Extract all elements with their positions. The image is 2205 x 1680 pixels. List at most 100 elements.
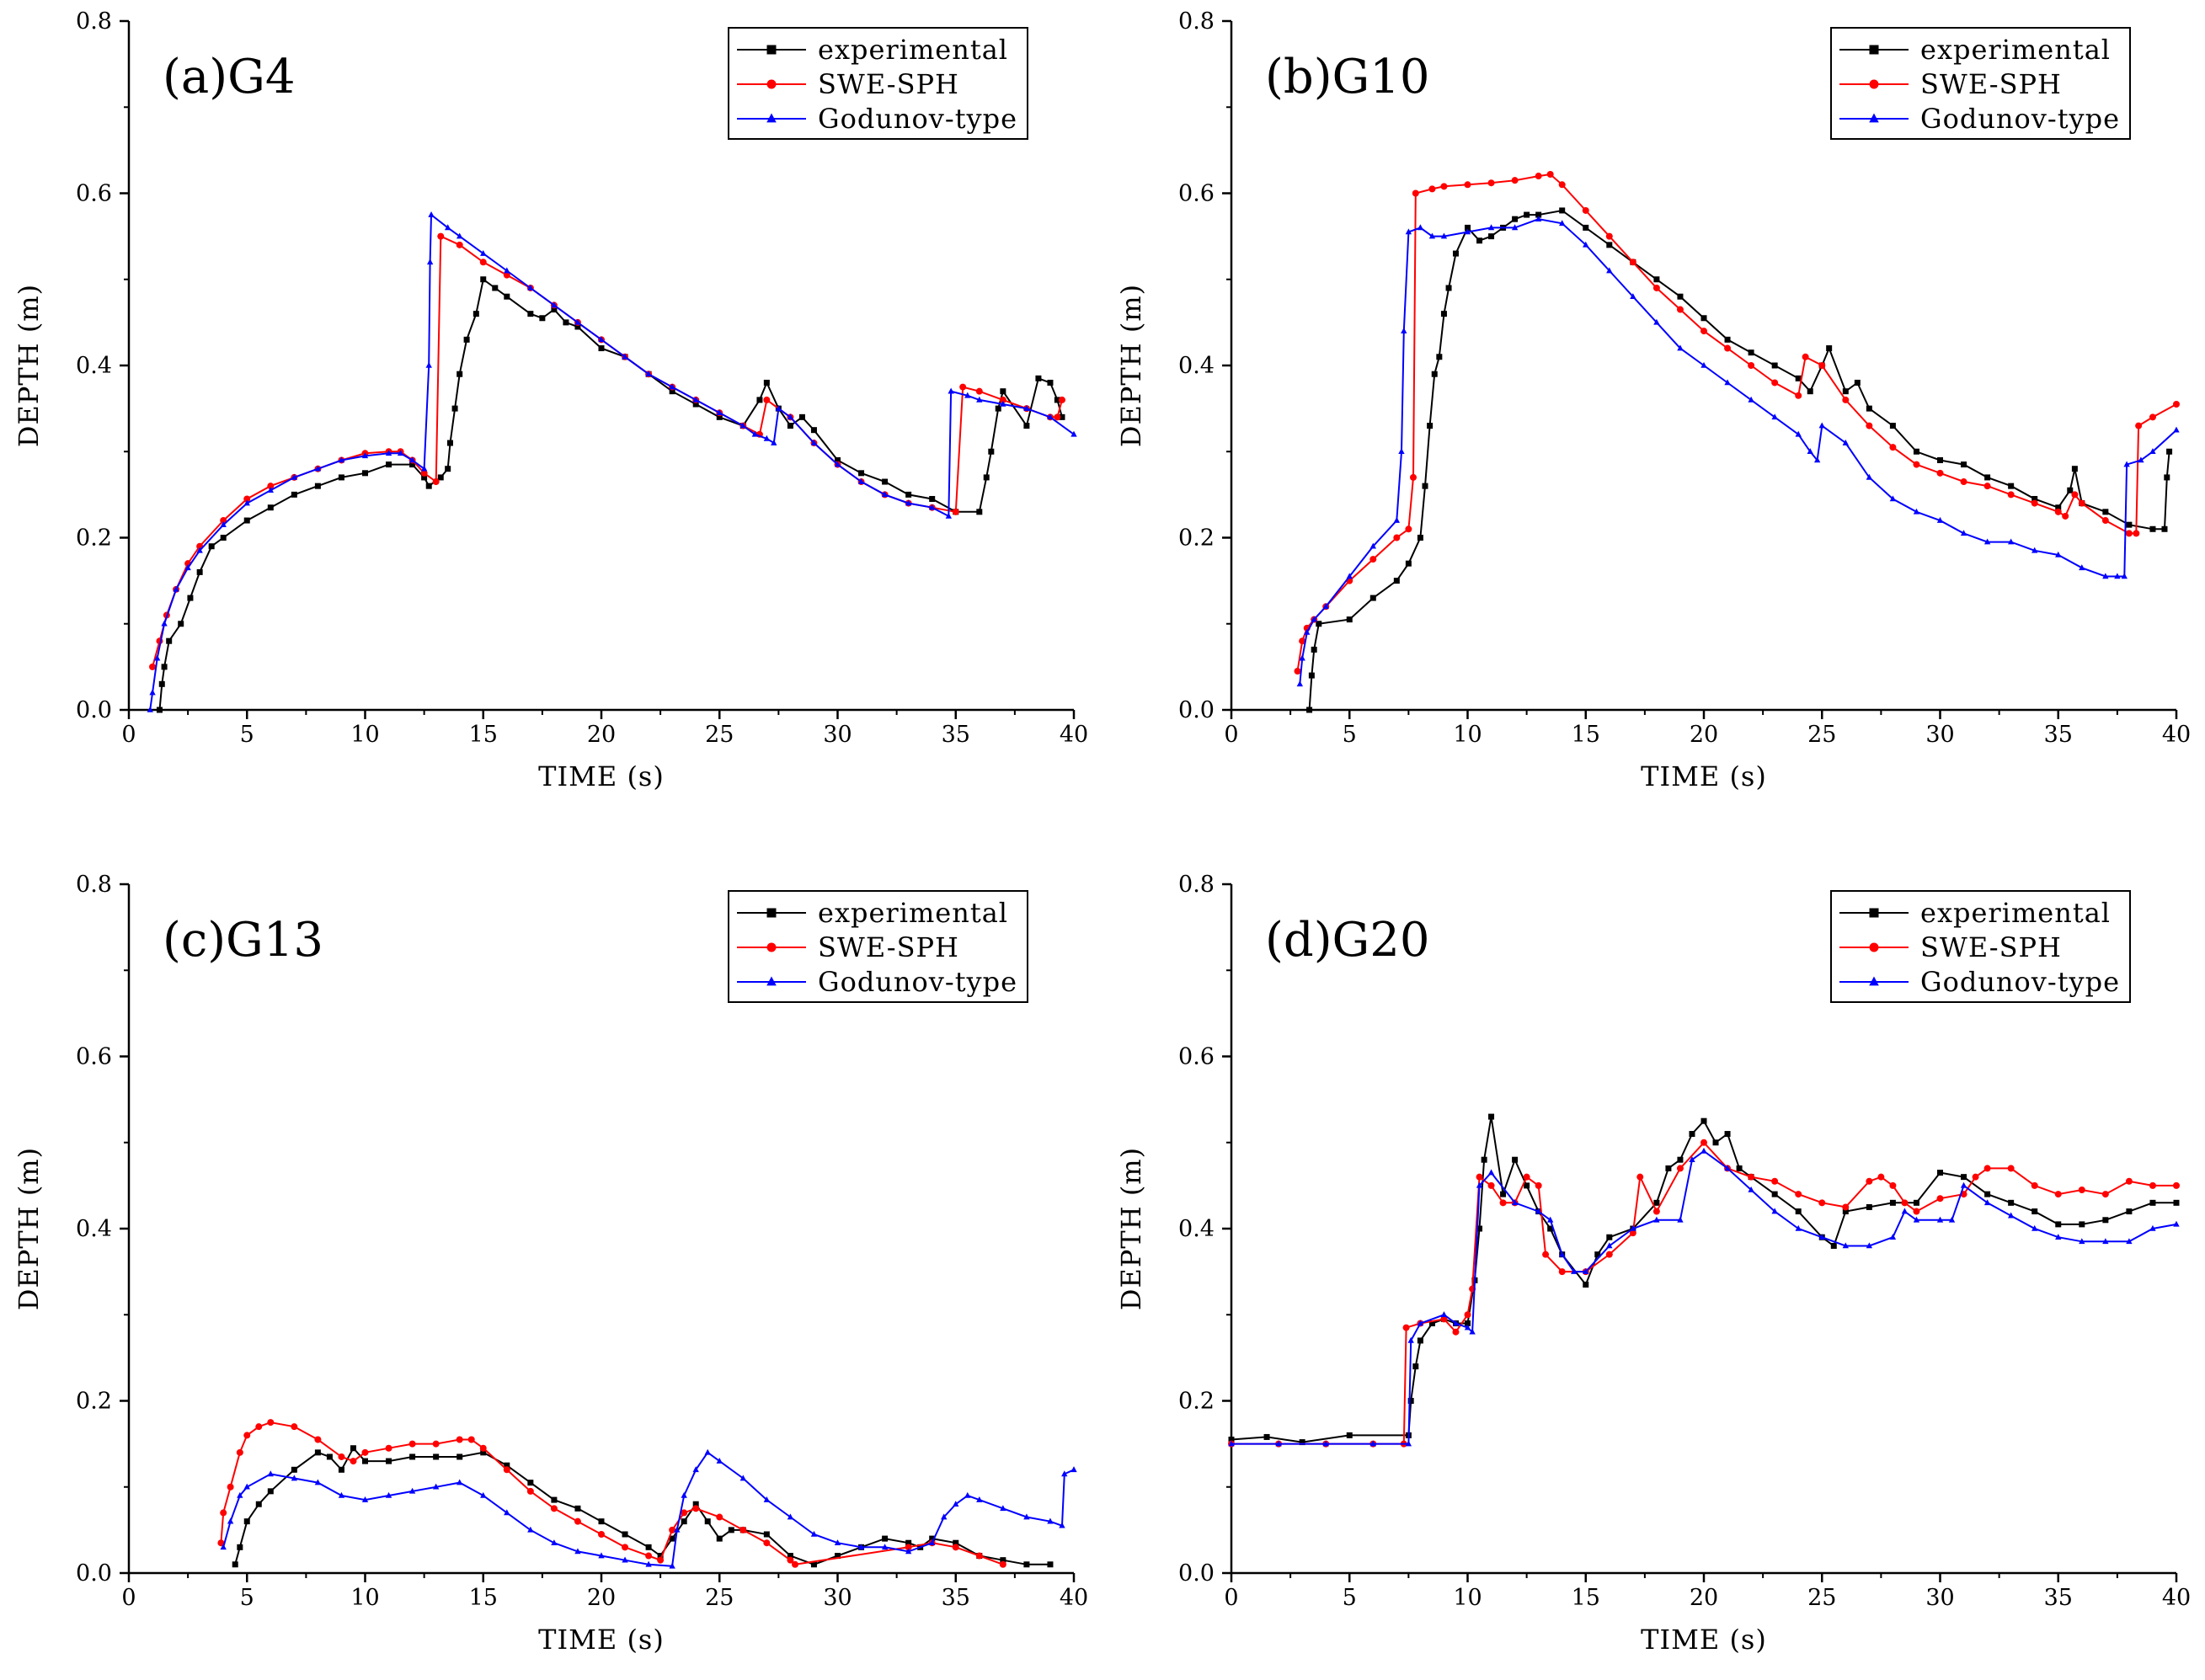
data-point [480, 249, 487, 256]
data-point [905, 1544, 912, 1551]
data-point [1452, 250, 1459, 257]
data-point [1771, 362, 1778, 369]
data-point [995, 405, 1001, 412]
data-point [1771, 379, 1779, 387]
data-point [338, 1491, 345, 1498]
data-point [1023, 423, 1030, 429]
series-experimental [156, 276, 1065, 713]
legend-marker [766, 45, 777, 55]
data-point [527, 1526, 534, 1533]
data-point [763, 1496, 771, 1502]
data-point [1866, 405, 1872, 412]
data-point [1542, 1251, 1550, 1258]
data-point [1936, 1195, 1944, 1203]
data-point [220, 535, 227, 541]
data-point [2079, 1238, 2085, 1245]
data-point [1983, 538, 1991, 545]
data-point [187, 595, 194, 601]
data-point [952, 1544, 959, 1551]
legend-marker [1869, 45, 1879, 55]
data-point [1937, 1170, 1943, 1176]
data-point [156, 707, 163, 713]
data-point [184, 564, 191, 571]
data-point [255, 1501, 262, 1507]
data-point [361, 452, 369, 459]
data-point [2079, 564, 2085, 571]
data-point [1606, 1234, 1613, 1240]
data-point [1830, 1242, 1837, 1249]
data-point [1677, 344, 1684, 351]
data-point [1606, 242, 1613, 248]
data-point [1452, 1328, 1460, 1336]
data-point [1559, 1251, 1566, 1257]
data-point [948, 387, 954, 394]
data-point [1771, 413, 1778, 420]
data-point [975, 387, 983, 395]
data-point [1913, 1208, 1920, 1215]
data-point [2008, 1199, 2015, 1206]
data-point [432, 1483, 440, 1490]
series-line [222, 1451, 1075, 1567]
x-tick-label: 0 [1224, 722, 1238, 748]
data-point [2078, 1186, 2085, 1193]
series-line [1299, 218, 2177, 685]
x-tick-label: 20 [1690, 1585, 1718, 1611]
y-tick-label: 0.8 [1178, 872, 1215, 898]
data-point [503, 271, 510, 279]
x-tick-label: 40 [1060, 722, 1088, 748]
x-tick-label: 10 [350, 722, 379, 748]
data-point [2101, 517, 2109, 525]
legend-marker [1869, 942, 1879, 952]
data-point [463, 336, 470, 343]
data-point [1487, 1169, 1495, 1176]
y-tick-label: 0.8 [76, 872, 112, 898]
data-point [1582, 206, 1589, 214]
data-point [2123, 461, 2130, 467]
data-point [551, 301, 558, 308]
data-point [574, 1548, 581, 1555]
data-point [810, 1561, 817, 1568]
data-point [739, 1475, 746, 1481]
data-point [196, 568, 203, 575]
data-point [645, 1544, 652, 1550]
data-point [408, 456, 416, 463]
data-point [397, 450, 404, 456]
data-point [1983, 1165, 1991, 1172]
data-point [1547, 1216, 1554, 1223]
data-point [421, 474, 428, 481]
data-point [2031, 499, 2038, 507]
data-point [657, 1553, 664, 1560]
data-point [1487, 179, 1495, 187]
data-point [1047, 379, 1054, 386]
data-point [645, 371, 652, 377]
data-point [2126, 521, 2133, 528]
data-point [1665, 1165, 1672, 1171]
data-point [2031, 495, 2038, 502]
data-point [504, 267, 510, 274]
data-point [1311, 646, 1317, 653]
data-point [1558, 181, 1566, 189]
data-point [1795, 1208, 1802, 1215]
data-point [1889, 444, 1897, 451]
legend-entry-label: experimental [818, 34, 1008, 66]
data-point [1818, 362, 1826, 369]
data-point [480, 1449, 487, 1456]
data-point [267, 483, 275, 490]
data-point [446, 440, 453, 446]
chart-panel-1: 0 5 10 15 20 25 30 35 40 0.0 0.2 0.4 0.6 0.8 TIME (s) D… [13, 8, 1088, 792]
data-point [574, 1505, 581, 1512]
x-tick-label: 25 [705, 722, 734, 748]
legend-marker [766, 942, 777, 952]
data-point [1294, 667, 1301, 675]
data-point [1818, 1234, 1825, 1240]
data-point [1652, 1208, 1660, 1215]
data-point [243, 499, 250, 506]
data-point [1369, 556, 1377, 563]
data-point [976, 509, 983, 515]
data-point [2149, 1199, 2156, 1206]
data-point [551, 1539, 558, 1546]
data-point [1311, 616, 1317, 622]
legend-entry-label: SWE-SPH [818, 68, 959, 100]
data-point [2007, 538, 2015, 545]
